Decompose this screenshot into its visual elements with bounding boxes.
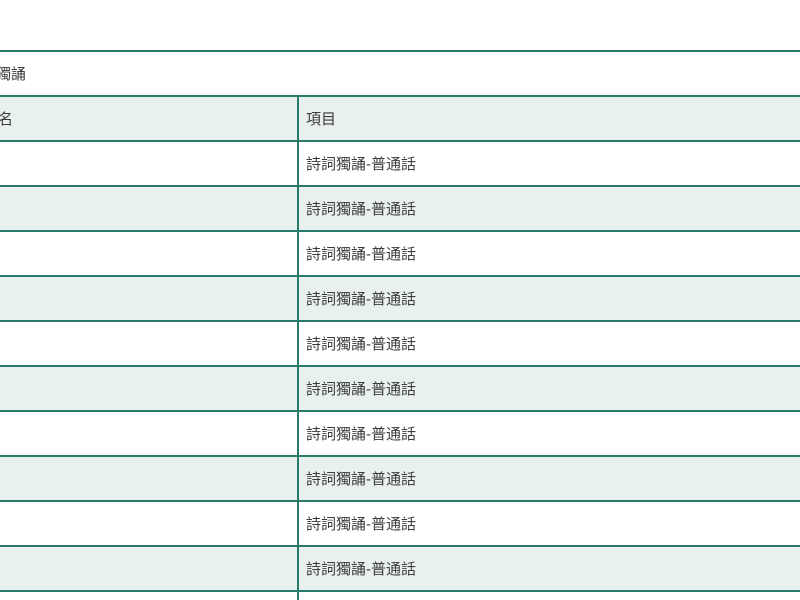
table-row: 詩詞獨誦-普通話	[0, 275, 800, 320]
table-row: 詩詞獨誦-普通話	[0, 185, 800, 230]
name-cell	[0, 142, 299, 185]
table-row: 詩詞獨誦-普通話	[0, 410, 800, 455]
item-cell: 詩詞獨誦-普通話	[306, 201, 416, 218]
name-column-header: 名	[0, 111, 14, 128]
item-cell: 詩詞獨誦-普通話	[306, 561, 416, 578]
name-cell	[0, 232, 299, 275]
name-cell	[0, 412, 299, 455]
group-header-cell: 獨誦	[0, 52, 800, 95]
item-cell: 詩詞獨誦-普通話	[306, 336, 416, 353]
table-row: 詩詞獨誦-普通話	[0, 140, 800, 185]
table-row: 詩詞獨誦-普通話	[0, 545, 800, 590]
name-cell	[0, 547, 299, 590]
item-cell: 詩詞獨誦-普通話	[306, 381, 416, 398]
item-cell: 詩詞獨誦-普通話	[306, 291, 416, 308]
name-cell	[0, 187, 299, 230]
group-header-row: 獨誦	[0, 50, 800, 95]
name-cell	[0, 592, 299, 600]
table-row: 詩詞獨誦-普通話	[0, 320, 800, 365]
item-cell: 詩詞獨誦-普通話	[306, 156, 416, 173]
name-cell	[0, 277, 299, 320]
item-column-header-cell: 項目	[299, 97, 800, 140]
name-cell	[0, 502, 299, 545]
group-title: 獨誦	[0, 66, 27, 83]
item-cell: 詩詞獨誦-普通話	[306, 471, 416, 488]
name-cell	[0, 322, 299, 365]
table-row-partial	[0, 590, 800, 600]
name-column-header-cell: 名	[0, 97, 299, 140]
table-row: 詩詞獨誦-普通話	[0, 230, 800, 275]
table-row: 詩詞獨誦-普通話	[0, 500, 800, 545]
results-table: 獨誦 名 項目 詩詞獨誦-普通話 詩詞獨誦-普通話 詩詞獨誦-普通話 詩詞獨誦-…	[0, 50, 800, 600]
table-row: 詩詞獨誦-普通話	[0, 365, 800, 410]
name-cell	[0, 457, 299, 500]
name-cell	[0, 367, 299, 410]
table-row: 詩詞獨誦-普通話	[0, 455, 800, 500]
item-cell: 詩詞獨誦-普通話	[306, 246, 416, 263]
column-header-row: 名 項目	[0, 95, 800, 140]
item-cell: 詩詞獨誦-普通話	[306, 426, 416, 443]
item-column-header: 項目	[306, 111, 337, 128]
item-cell	[299, 592, 800, 600]
item-cell: 詩詞獨誦-普通話	[306, 516, 416, 533]
